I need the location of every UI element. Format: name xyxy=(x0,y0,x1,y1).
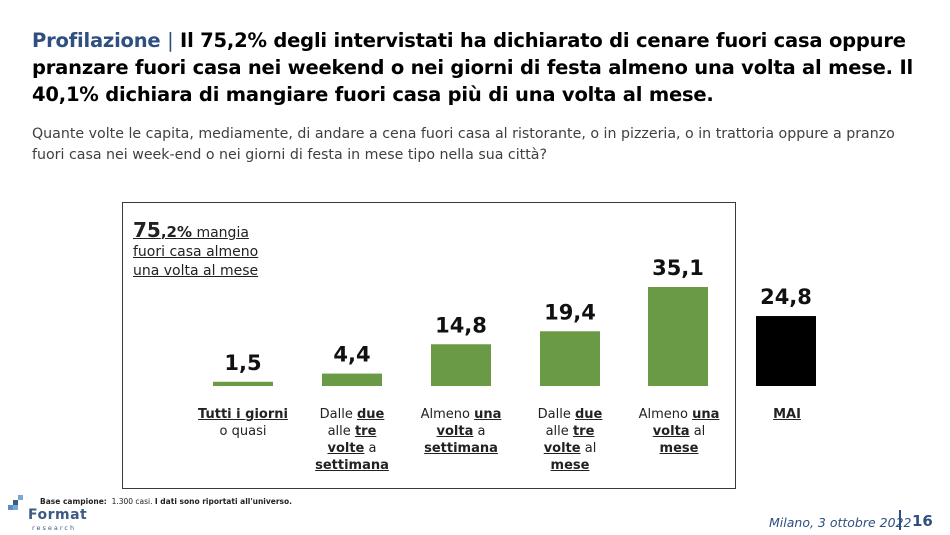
callout-line2: fuori casa almeno xyxy=(133,244,259,260)
callout-line1: mangia xyxy=(196,225,249,241)
bar-value-label-4: 19,4 xyxy=(544,300,596,324)
category-label-2: Dalle due alle tre volte a settimana xyxy=(315,407,389,473)
bar-6 xyxy=(756,316,816,386)
bar-4 xyxy=(540,331,600,386)
chart-frame xyxy=(122,202,736,489)
bar-2 xyxy=(322,373,382,386)
bar-value-label-6: 24,8 xyxy=(760,285,812,309)
brand-name: Format xyxy=(28,507,88,523)
bar-value-label-2: 4,4 xyxy=(333,343,370,367)
category-label-3: Almeno una volta a settimana xyxy=(420,407,502,456)
title-separator: | xyxy=(167,29,174,52)
page-title: Profilazione | Il 75,2% degli intervista… xyxy=(32,27,932,108)
category-label-4: Dalle due alle tre volte al mese xyxy=(537,407,603,473)
bar-1 xyxy=(213,381,273,386)
survey-question: Quante volte le capita, mediamente, di a… xyxy=(32,126,895,163)
chart-callout: 75,2% mangia fuori casa almeno una volta… xyxy=(133,218,259,281)
bar-5 xyxy=(648,287,708,386)
page-number: 16 xyxy=(912,512,933,530)
callout-big-number: 75 xyxy=(133,218,161,242)
sample-base-note: Base campione: 1.300 casi. I dati sono r… xyxy=(40,497,293,506)
title-kicker: Profilazione xyxy=(32,29,161,52)
footer-divider xyxy=(899,510,901,530)
bar-3 xyxy=(431,344,491,386)
format-logo-icon xyxy=(8,495,23,510)
bar-value-label-3: 14,8 xyxy=(435,313,487,337)
bar-value-label-5: 35,1 xyxy=(652,256,704,280)
brand-subtitle: research xyxy=(32,524,77,532)
footer-date: Milano, 3 ottobre 2022 xyxy=(769,515,912,530)
category-label-5: Almeno una volta al mese xyxy=(638,407,720,456)
category-label-6: MAI xyxy=(773,407,801,422)
callout-line3: una volta al mese xyxy=(133,263,259,279)
title-headline: Il 75,2% degli intervistati ha dichiarat… xyxy=(32,29,913,106)
category-label-1: Tutti i giorni o quasi xyxy=(198,407,288,439)
callout-decimal: ,2% xyxy=(160,223,193,241)
bar-value-label-1: 1,5 xyxy=(224,351,261,375)
